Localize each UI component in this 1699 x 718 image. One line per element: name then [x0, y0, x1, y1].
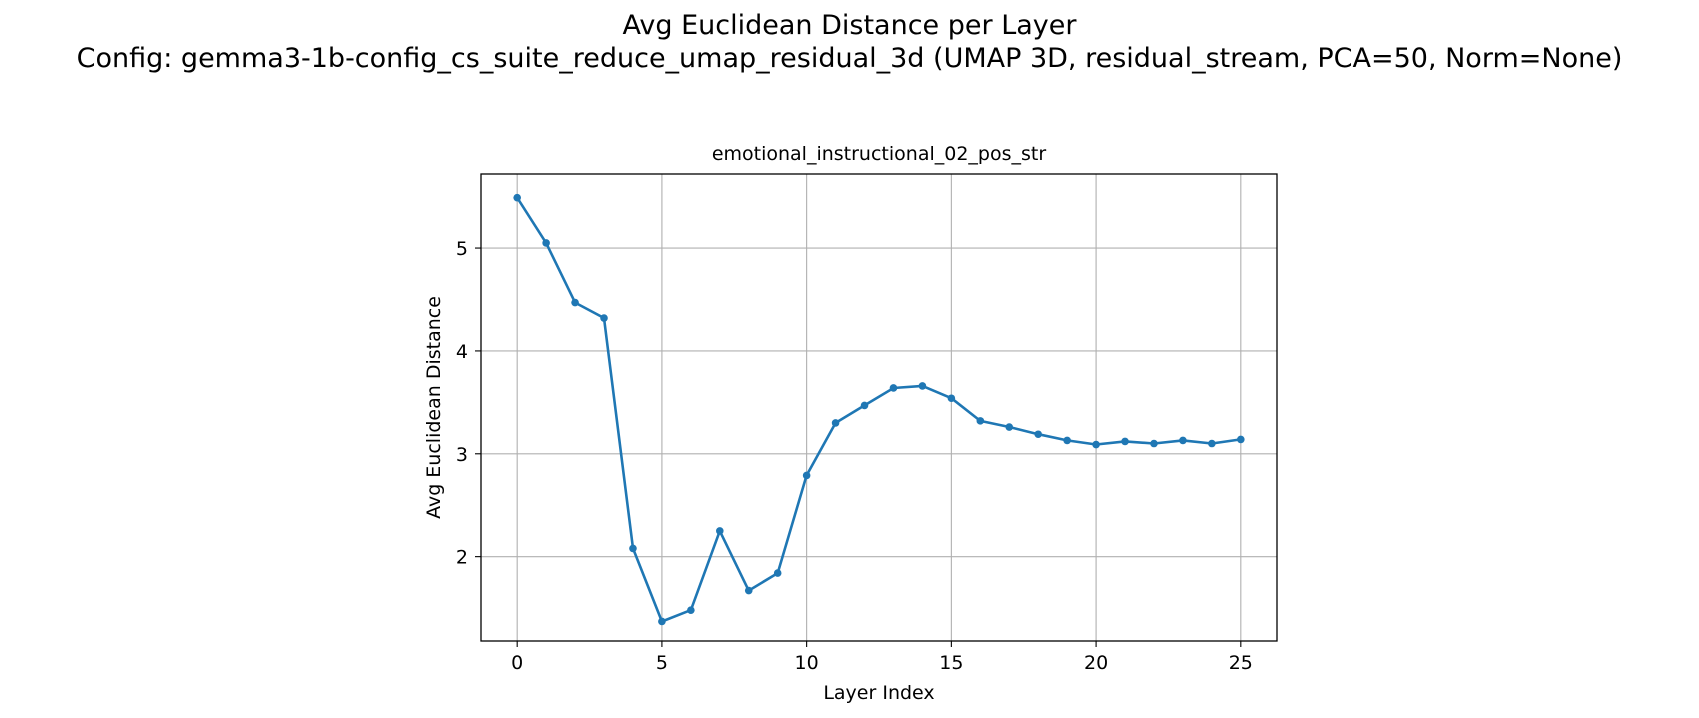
data-point: [976, 417, 985, 425]
x-tick-label: 25: [1229, 652, 1253, 674]
data-point: [513, 193, 521, 202]
y-axis-label: Avg Euclidean Distance: [423, 296, 445, 519]
data-point: [918, 382, 927, 390]
y-tick-label: 3: [456, 444, 468, 466]
data-point: [687, 606, 695, 614]
data-point: [1179, 436, 1187, 445]
data-point: [744, 586, 753, 595]
data-point: [1092, 440, 1100, 449]
axes-title: emotional_instructional_02_pos_str: [712, 143, 1047, 165]
series-layer: [513, 193, 1245, 626]
data-point: [802, 471, 811, 480]
figure-suptitle-line2: Config: gemma3-1b-config_cs_suite_reduce…: [76, 43, 1623, 74]
y-axis-ticks: 2 3 4 5: [456, 238, 481, 569]
x-tick-label: 20: [1084, 652, 1108, 674]
data-point: [629, 544, 637, 553]
data-point: [1121, 437, 1129, 446]
data-point: [889, 384, 898, 392]
data-point: [773, 569, 782, 577]
x-tick-label: 10: [795, 652, 819, 674]
y-tick-label: 2: [456, 547, 468, 569]
data-point: [1063, 436, 1071, 445]
data-point: [600, 314, 608, 322]
data-point: [1150, 439, 1158, 448]
data-point: [1237, 435, 1245, 444]
data-point: [947, 394, 956, 403]
x-tick-label: 5: [656, 652, 668, 674]
data-point: [716, 527, 724, 535]
data-point: [831, 419, 840, 427]
x-tick-label: 15: [939, 652, 963, 674]
grid-lines: [481, 174, 1277, 641]
data-point: [658, 617, 666, 626]
figure-suptitle-line1: Avg Euclidean Distance per Layer: [622, 10, 1077, 41]
data-point: [1208, 439, 1216, 448]
series-line: [516, 196, 1241, 623]
data-point: [571, 298, 579, 307]
x-axis-label: Layer Index: [823, 682, 934, 704]
data-point: [1005, 423, 1014, 431]
data-point: [542, 239, 550, 247]
plot-frame: [480, 173, 1278, 642]
x-tick-label: 0: [511, 652, 523, 674]
data-point: [860, 401, 869, 410]
data-point: [1034, 430, 1042, 439]
y-tick-label: 4: [456, 341, 468, 363]
y-tick-label: 5: [456, 238, 468, 260]
x-axis-ticks: 0 5 10 15 20 25: [511, 641, 1253, 674]
